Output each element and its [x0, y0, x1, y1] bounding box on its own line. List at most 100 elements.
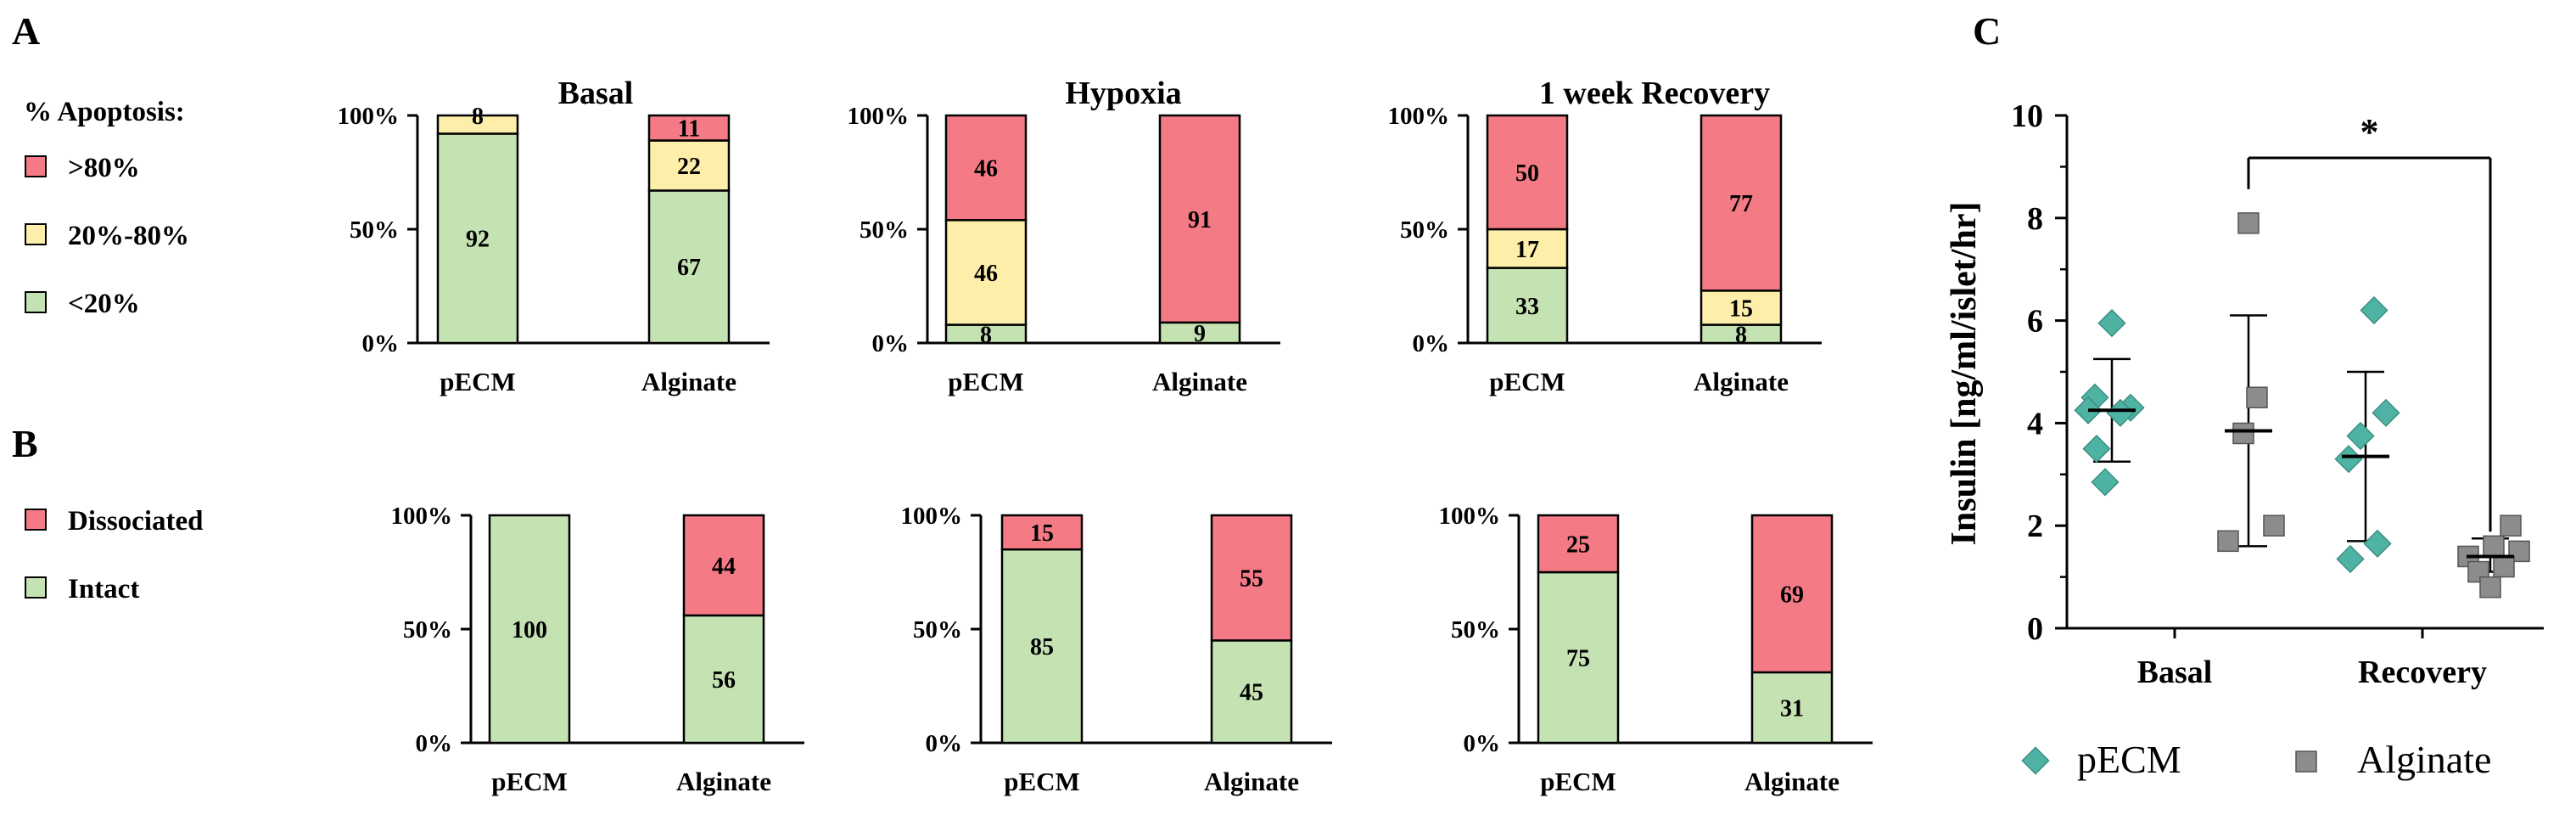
chart-title: Basal	[558, 76, 634, 111]
data-label: 8	[1735, 322, 1747, 348]
data-label: 55	[1240, 566, 1263, 593]
data-label: 45	[1240, 680, 1263, 706]
data-point-alginate	[2232, 422, 2254, 445]
data-point-pecm	[2336, 544, 2365, 574]
legend-label-over80: >80%	[68, 153, 140, 183]
data-label: 33	[1515, 294, 1539, 320]
data-label: 15	[1030, 520, 1054, 547]
data-label: 56	[712, 667, 736, 694]
data-point-alginate	[2479, 576, 2501, 599]
bar-segment	[436, 114, 519, 135]
y-tick-label: 100%	[901, 503, 963, 530]
scatter-chart-insulin: 0 2 4 6 8 10 Insulin [ng/ml/islet/hr] Basal Reco…	[1945, 98, 2544, 690]
bar-chart-integrity-recovery: 0% 50% 100% pECM Alginate 75 25 31 69	[1439, 503, 1873, 796]
legend-label-under20: <20%	[68, 289, 140, 319]
data-point-alginate	[2237, 212, 2260, 234]
data-label: 17	[1515, 237, 1539, 263]
y-tick-label: 100%	[1388, 103, 1450, 130]
data-label: 8	[980, 322, 992, 348]
legend-marker-alginate	[2295, 750, 2317, 773]
y-tick-label: 0%	[1413, 330, 1450, 357]
data-label: 25	[1566, 532, 1590, 559]
bar-segment	[647, 114, 731, 142]
legend-material: pECM Alginate	[2021, 738, 2491, 781]
data-label: 46	[974, 261, 998, 287]
panel-label-a: A	[12, 9, 40, 53]
y-tick-label: 0%	[926, 730, 963, 757]
y-tick-label: 50%	[860, 216, 909, 244]
y-tick-label: 50%	[1400, 216, 1449, 244]
bar-segment	[1000, 548, 1084, 745]
chart-title: Hypoxia	[1065, 76, 1181, 111]
y-tick-label: 0	[2027, 611, 2043, 647]
x-tick-label: Recovery	[2358, 655, 2487, 690]
bar-segment	[944, 219, 1028, 326]
data-label: 77	[1729, 191, 1753, 217]
x-tick-label: Alginate	[1204, 767, 1299, 796]
y-tick-label: 100%	[391, 503, 453, 530]
legend-label-alginate: Alginate	[2357, 738, 2491, 781]
legend-swatch-over80	[25, 155, 47, 177]
x-tick-label: pECM	[948, 367, 1024, 396]
data-label: 22	[677, 154, 701, 180]
legend-apoptosis-title: % Apoptosis:	[24, 97, 185, 127]
data-label: 50	[1515, 160, 1539, 187]
data-label: 100	[512, 617, 547, 644]
legend-apoptosis: % Apoptosis: >80% 20%-80% <20%	[24, 97, 189, 319]
bar-segment	[1000, 514, 1084, 551]
data-point-pecm	[2082, 434, 2111, 464]
legend-label-intact: Intact	[68, 574, 139, 604]
bar-segment	[436, 132, 519, 345]
y-tick-label: 0%	[872, 330, 910, 357]
legend-swatch-under20	[25, 291, 47, 313]
data-label: 69	[1780, 582, 1804, 608]
data-point-alginate	[2483, 535, 2505, 558]
x-tick-label: pECM	[491, 767, 568, 796]
x-tick-label: pECM	[1489, 367, 1565, 396]
bar-chart-basal: Basal 0% 50% 100% pECM Alginate 92 8 67 22 11	[338, 76, 770, 396]
y-tick-label: 50%	[1451, 616, 1500, 644]
legend-integrity: Dissociated Intact	[25, 506, 204, 604]
x-tick-label: pECM	[1004, 767, 1080, 796]
legend-swatch-intact	[25, 576, 47, 599]
data-label: 85	[1030, 634, 1054, 660]
bar-segment	[647, 139, 731, 192]
data-label: 46	[974, 156, 998, 183]
y-tick-label: 50%	[403, 616, 452, 644]
panel-label-b: B	[12, 422, 38, 465]
bar-segment	[488, 514, 571, 745]
legend-label-dissociated: Dissociated	[68, 506, 204, 537]
y-tick-label: 2	[2027, 509, 2043, 544]
data-label: 67	[677, 255, 701, 281]
y-axis-label: Insulin [ng/ml/islet/hr]	[1945, 202, 1984, 546]
data-point-pecm	[2097, 309, 2126, 338]
data-point-pecm	[2363, 529, 2392, 558]
legend-swatch-20-80	[25, 223, 47, 245]
y-tick-label: 100%	[848, 103, 910, 130]
x-tick-label: Alginate	[1744, 767, 1840, 796]
panel-label-c: C	[1973, 9, 2001, 53]
legend-marker-pecm	[2021, 746, 2050, 775]
data-point-pecm	[2106, 398, 2135, 427]
bar-segment	[1700, 289, 1783, 326]
legend-swatch-dissociated	[25, 509, 47, 531]
data-point-alginate	[2263, 514, 2285, 537]
bar-segment	[1750, 671, 1834, 745]
data-label: 9	[1194, 321, 1206, 347]
y-tick-label: 100%	[338, 103, 400, 130]
y-tick-label: 6	[2027, 304, 2043, 340]
bar-segment	[1750, 514, 1834, 674]
bar-segment	[1158, 114, 1241, 324]
data-point-alginate	[2493, 555, 2515, 578]
data-point-pecm	[2334, 445, 2363, 474]
x-tick-label: pECM	[1540, 767, 1616, 796]
data-point-pecm	[2360, 295, 2388, 325]
y-tick-label: 0%	[416, 730, 453, 757]
legend-label-20-80: 20%-80%	[68, 221, 189, 251]
legend-label-pecm: pECM	[2077, 738, 2181, 781]
bar-segment	[647, 189, 731, 345]
bar-chart-integrity-hypoxia: 0% 50% 100% pECM Alginate 85 15 45 55	[901, 503, 1332, 796]
data-label: 91	[1188, 207, 1212, 233]
bar-segment	[1700, 114, 1783, 292]
